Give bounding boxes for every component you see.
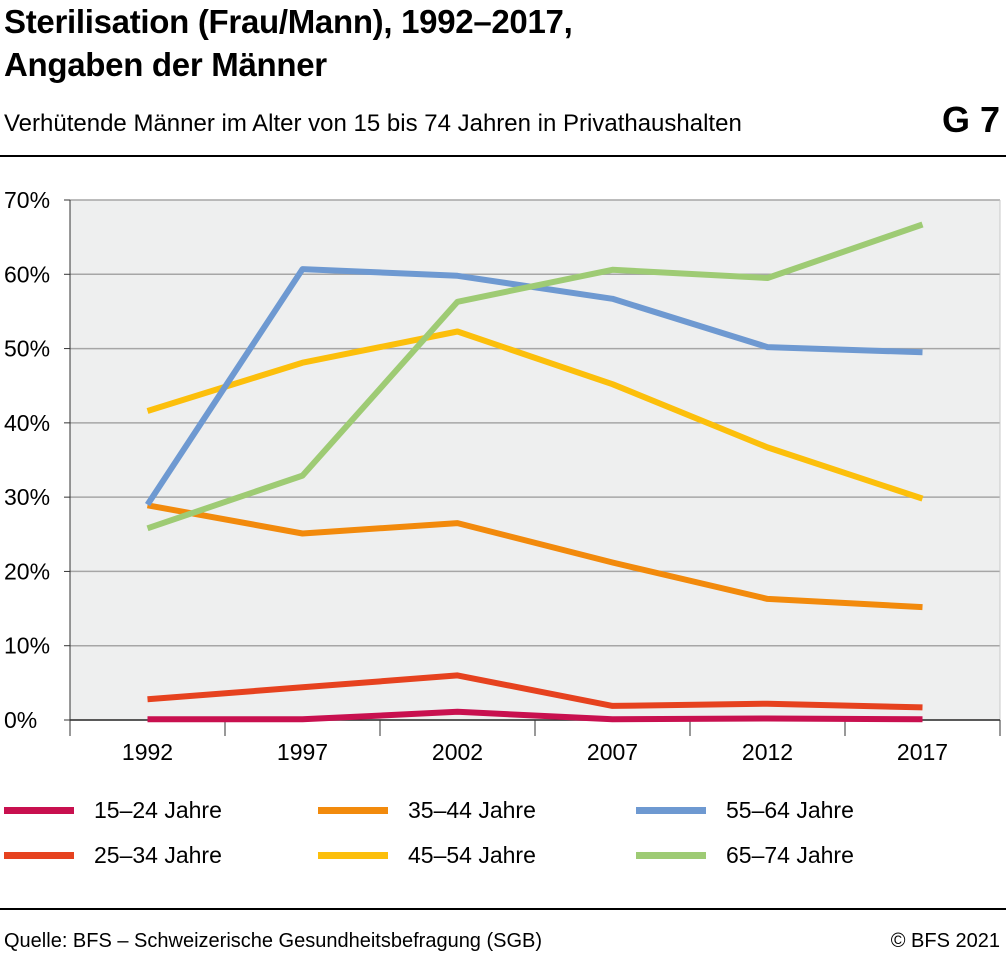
legend-label: 65–74 Jahre xyxy=(726,841,854,868)
series-line-3 xyxy=(146,502,923,611)
x-tick-label: 2012 xyxy=(742,739,793,765)
legend-swatch xyxy=(636,806,706,814)
chart-title-line-1: Sterilisation (Frau/Mann), 1992–2017, xyxy=(4,3,573,40)
x-tick-label: 2002 xyxy=(432,739,483,765)
legend-item: 25–34 Jahre xyxy=(4,840,222,870)
legend-item: 45–54 Jahre xyxy=(318,840,536,870)
legend-label: 45–54 Jahre xyxy=(408,841,536,868)
legend-item: 15–24 Jahre xyxy=(4,795,222,825)
y-tick-label: 20% xyxy=(4,558,50,584)
graphic-code: G 7 xyxy=(941,99,1000,140)
y-tick-label: 10% xyxy=(4,633,50,659)
legend-item: 35–44 Jahre xyxy=(318,795,536,825)
copyright: © BFS 2021 xyxy=(890,930,1000,952)
footer-divider xyxy=(0,908,1006,910)
chart-subtitle: Verhütende Männer im Alter von 15 bis 74… xyxy=(4,110,742,137)
legend-label: 25–34 Jahre xyxy=(94,841,222,868)
y-tick-label: 60% xyxy=(4,261,50,287)
series-line-4 xyxy=(146,328,924,502)
x-tick-label: 2007 xyxy=(587,739,638,765)
legend-item: 55–64 Jahre xyxy=(636,795,854,825)
legend-swatch xyxy=(318,851,388,859)
x-tick-label: 1992 xyxy=(122,739,173,765)
series-line-2 xyxy=(147,672,923,711)
y-tick-label: 50% xyxy=(4,336,50,362)
chart-title-line-2: Angaben der Männer xyxy=(4,46,327,83)
y-tick-label: 70% xyxy=(4,187,50,213)
plot-area xyxy=(70,200,1000,720)
legend-swatch xyxy=(4,851,74,859)
legend-label: 15–24 Jahre xyxy=(94,796,222,823)
y-tick-label: 0% xyxy=(4,707,37,733)
legend-label: 35–44 Jahre xyxy=(408,796,536,823)
series-line-6 xyxy=(146,221,924,532)
x-tick-label: 2017 xyxy=(897,739,948,765)
source-note: Quelle: BFS – Schweizerische Gesundheits… xyxy=(4,930,543,952)
legend: 15–24 Jahre 25–34 Jahre 35–44 Jahre 45–54 J… xyxy=(0,790,1006,890)
header-divider xyxy=(0,155,1006,157)
chart-title: Sterilisation (Frau/Mann), 1992–2017, An… xyxy=(4,0,904,86)
legend-swatch xyxy=(4,806,74,814)
x-tick-label: 1997 xyxy=(277,739,328,765)
series-line-1 xyxy=(147,708,923,723)
legend-swatch xyxy=(636,851,706,859)
line-chart: 0% 10% 20% 30% 40% 50% 60% 70% 1992 1997 2002 2007… xyxy=(4,187,1001,765)
legend-label: 55–64 Jahre xyxy=(726,796,854,823)
legend-item: 65–74 Jahre xyxy=(636,840,854,870)
y-tick-label: 30% xyxy=(4,484,50,510)
y-tick-label: 40% xyxy=(4,410,50,436)
legend-swatch xyxy=(318,806,388,814)
